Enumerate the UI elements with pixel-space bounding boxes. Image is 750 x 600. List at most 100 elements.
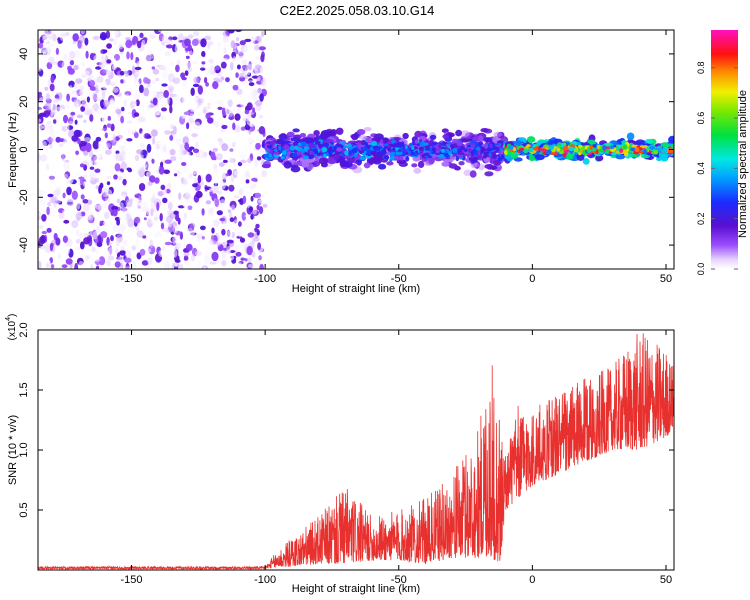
spectrogram-cell — [201, 208, 205, 216]
spectrogram-cell — [61, 154, 65, 161]
spectrogram-cell — [82, 199, 89, 204]
spectrogram-cell — [602, 145, 607, 151]
spectrogram-cell — [95, 136, 102, 142]
spectrogram-cell — [201, 236, 205, 240]
spectrogram-cell — [314, 140, 321, 145]
spectrogram-cell — [177, 217, 181, 225]
spectrogram-cell — [96, 241, 103, 247]
spectrogram-cell — [101, 116, 108, 123]
spectrogram-cell — [615, 154, 626, 160]
snr-xtick-label: -50 — [391, 574, 407, 586]
spectrogram-cell — [164, 50, 171, 57]
spectrogram-cell — [169, 135, 174, 141]
spectrogram-cell — [228, 110, 233, 118]
spectrogram-cell — [146, 171, 152, 177]
spectrogram-cell — [230, 61, 234, 71]
spectrogram-cell — [255, 64, 262, 70]
spectrogram-cell — [118, 145, 126, 151]
spectrogram-cell — [167, 201, 173, 211]
spectrogram-cell — [61, 264, 68, 269]
spectrogram-cell — [254, 192, 262, 199]
spectrogram-cell — [175, 138, 182, 144]
spectrogram-cell — [184, 233, 191, 240]
spectrogram-cell — [177, 205, 185, 209]
spectrogram-cell — [441, 146, 447, 150]
spectrogram-cell — [192, 233, 197, 242]
spectrogram-cell — [73, 83, 79, 89]
spectrogram-cell — [283, 161, 292, 169]
spectrogram-cell — [363, 162, 371, 169]
spectrogram-cell — [189, 222, 196, 229]
spectrogram-cell — [248, 184, 256, 190]
spectrogram-cell — [52, 103, 56, 111]
spectrogram-cell — [532, 146, 539, 151]
spectrogram-cell — [77, 40, 82, 49]
spectrogram-cell — [211, 227, 215, 234]
spectrogram-cell — [270, 149, 274, 155]
spectrogram-cell — [152, 97, 158, 106]
spectrogram-cell — [83, 119, 87, 124]
spectrogram-cell — [486, 147, 493, 152]
snr-xtick-label: -100 — [254, 574, 276, 586]
spectrogram-cell — [55, 47, 60, 56]
snr-panel: -150 -100 -50 0 50 0.5 1.0 1.5 2.0 Height of str… — [5, 314, 675, 595]
spectrogram-cell — [200, 38, 207, 48]
spectrogram-cell — [136, 60, 140, 66]
spectrogram-cell — [402, 132, 409, 140]
spectrogram-cell — [523, 148, 529, 153]
spectrogram-cell — [157, 234, 161, 241]
spectrogram-cell — [38, 260, 42, 269]
spectrogram-cell — [154, 263, 160, 269]
spectrogram-cell — [147, 248, 152, 253]
spectrogram-cell — [125, 266, 130, 269]
spectrogram-cell — [389, 151, 396, 157]
spectrogram-cell — [116, 198, 121, 204]
spectrogram-cell — [566, 153, 574, 160]
spectrogram-cell — [62, 192, 66, 199]
spectrogram-cell — [133, 112, 140, 117]
spectrogram-cell — [58, 143, 63, 148]
spectrogram-cell — [151, 91, 158, 96]
spectrogram-cell — [89, 86, 97, 91]
spectrogram-cell — [610, 148, 616, 152]
spectrogram-cell — [160, 222, 165, 230]
spectrogram-cell — [182, 136, 189, 145]
spectrogram-cell — [592, 147, 597, 152]
spectrogram-cell — [551, 151, 557, 156]
spectrogram-cell — [96, 76, 104, 83]
spectrogram-cell — [106, 43, 112, 49]
spectrogram-cell — [474, 150, 479, 156]
spectrogram-cell — [273, 151, 280, 155]
spectrogram-cell — [90, 128, 98, 137]
spectrogram-cell — [44, 102, 51, 110]
spectrogram-cell — [157, 191, 164, 197]
spectrogram-cell — [60, 108, 65, 117]
spectrogram-xtick-label: -50 — [391, 273, 407, 285]
spectrogram-xtick-label: 50 — [660, 273, 672, 285]
spectrogram-cell — [372, 145, 379, 149]
spectrogram-cell — [217, 42, 222, 48]
spectrogram-cell — [46, 137, 54, 143]
spectrogram-cell — [221, 133, 225, 140]
spectrogram-cell — [89, 166, 95, 170]
spectrogram-cell — [563, 149, 570, 153]
spectrogram-cell — [152, 68, 160, 75]
spectrogram-cell — [429, 134, 437, 140]
spectrogram-cell — [104, 197, 111, 203]
spectrogram-cell — [411, 145, 415, 151]
spectrogram-cell — [54, 94, 60, 99]
spectrogram-cell — [46, 44, 50, 53]
spectrogram-cell — [122, 178, 127, 186]
spectrogram-cell — [208, 239, 214, 245]
spectrogram-cell — [366, 149, 373, 153]
spectrogram-cell — [146, 98, 150, 106]
spectrogram-cell — [142, 96, 147, 101]
spectrogram-cell — [597, 145, 601, 150]
spectrogram-cell — [69, 120, 74, 125]
spectrogram-cell — [595, 149, 599, 155]
spectrogram-cell — [79, 176, 84, 186]
spectrogram-ytick-label: 40 — [18, 48, 30, 60]
spectrogram-cell — [146, 152, 151, 161]
spectrogram-cell — [173, 210, 179, 215]
spectrogram-cell — [121, 194, 126, 199]
